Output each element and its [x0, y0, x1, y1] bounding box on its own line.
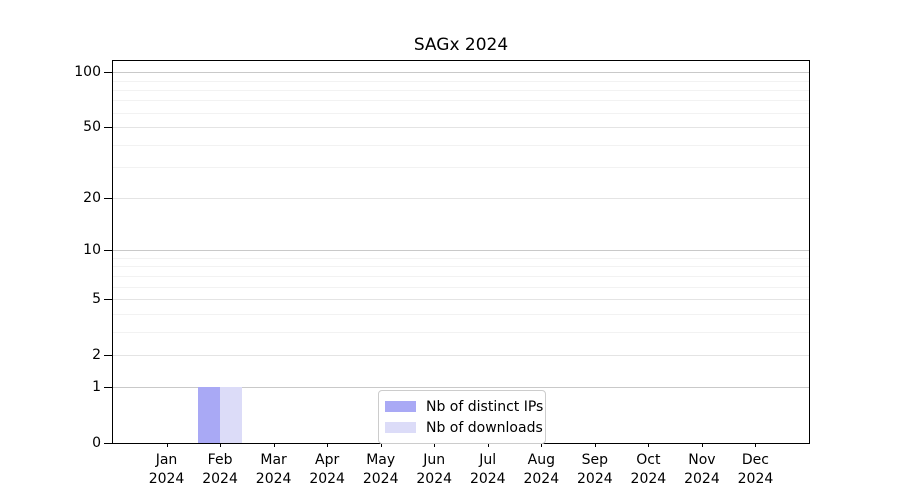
- y-tick-label: 50: [83, 119, 101, 136]
- gridline-minor: [113, 89, 809, 91]
- y-tick-mark: [104, 127, 112, 129]
- gridline-major: [113, 250, 809, 252]
- x-tick-label: Nov 2024: [684, 452, 720, 487]
- gridline-minor: [113, 144, 809, 146]
- x-tick-mark: [380, 443, 382, 447]
- gridline-minor: [113, 80, 809, 82]
- legend-swatch-downloads: [385, 422, 416, 433]
- gridline-minor: [113, 331, 809, 333]
- gridline-major: [113, 387, 809, 389]
- y-tick-mark: [104, 250, 112, 252]
- x-tick-label: Jan 2024: [148, 452, 185, 487]
- y-tick-mark: [104, 72, 112, 74]
- y-tick-label: 10: [83, 242, 101, 259]
- y-tick-label: 1: [92, 379, 101, 396]
- gridline-major: [113, 299, 809, 300]
- x-tick-mark: [273, 443, 275, 447]
- y-tick-label: 5: [92, 291, 101, 307]
- y-tick-label: 20: [83, 190, 101, 207]
- y-tick-label: 2: [92, 346, 101, 363]
- y-tick-mark: [104, 443, 112, 444]
- legend-label-downloads: Nb of downloads: [426, 419, 543, 436]
- legend-swatch-distinct-ips: [385, 401, 416, 412]
- gridline-major: [113, 127, 809, 129]
- x-tick-mark: [648, 443, 650, 447]
- y-tick-mark: [104, 299, 112, 300]
- gridline-minor: [113, 100, 809, 102]
- legend: Nb of distinct IPs Nb of downloads: [378, 390, 546, 444]
- bar-downloads: [220, 387, 242, 443]
- x-tick-mark: [594, 443, 596, 447]
- gridline-major: [113, 198, 809, 200]
- x-tick-mark: [327, 443, 329, 447]
- legend-item-distinct-ips: Nb of distinct IPs: [385, 397, 543, 416]
- x-tick-label: Mar 2024: [255, 452, 292, 487]
- x-tick-label: Apr 2024: [309, 452, 345, 487]
- x-tick-mark: [487, 443, 489, 447]
- x-tick-mark: [755, 443, 757, 447]
- legend-item-downloads: Nb of downloads: [385, 418, 543, 437]
- x-tick-mark: [220, 443, 222, 447]
- x-tick-label: Oct 2024: [630, 452, 667, 487]
- y-tick-label: 100: [74, 64, 101, 81]
- x-tick-mark: [701, 443, 703, 447]
- plot-area: Nb of distinct IPs Nb of downloads 0 1 2 5 1…: [74, 60, 810, 487]
- gridline-minor: [113, 112, 809, 114]
- gridline-minor: [113, 167, 809, 169]
- y-tick-label: 0: [92, 435, 101, 451]
- y-tick-mark: [104, 198, 112, 200]
- bar-distinct-ips: [198, 387, 221, 443]
- gridline-major: [113, 354, 809, 356]
- x-tick-mark: [541, 443, 543, 447]
- gridline-minor: [113, 286, 809, 288]
- gridline-minor: [113, 257, 809, 259]
- x-tick-mark: [166, 443, 168, 447]
- gridline-minor: [113, 266, 809, 268]
- legend-label-distinct-ips: Nb of distinct IPs: [426, 398, 544, 415]
- x-tick-mark: [434, 443, 436, 447]
- x-tick-label: Jun 2024: [416, 452, 453, 487]
- gridline-minor: [113, 313, 809, 315]
- x-tick-label: Aug 2024: [523, 452, 560, 487]
- gridline-minor: [113, 275, 809, 277]
- gridline-major: [113, 72, 809, 74]
- x-tick-label: Dec 2024: [737, 452, 774, 487]
- x-tick-label: Sep 2024: [577, 452, 613, 487]
- chart-title: SAGx 2024: [413, 35, 509, 55]
- x-tick-label: Feb 2024: [202, 452, 238, 487]
- x-tick-label: May 2024: [362, 452, 399, 487]
- y-tick-mark: [104, 354, 112, 356]
- x-tick-label: Jul 2024: [469, 452, 506, 487]
- y-tick-mark: [104, 387, 112, 389]
